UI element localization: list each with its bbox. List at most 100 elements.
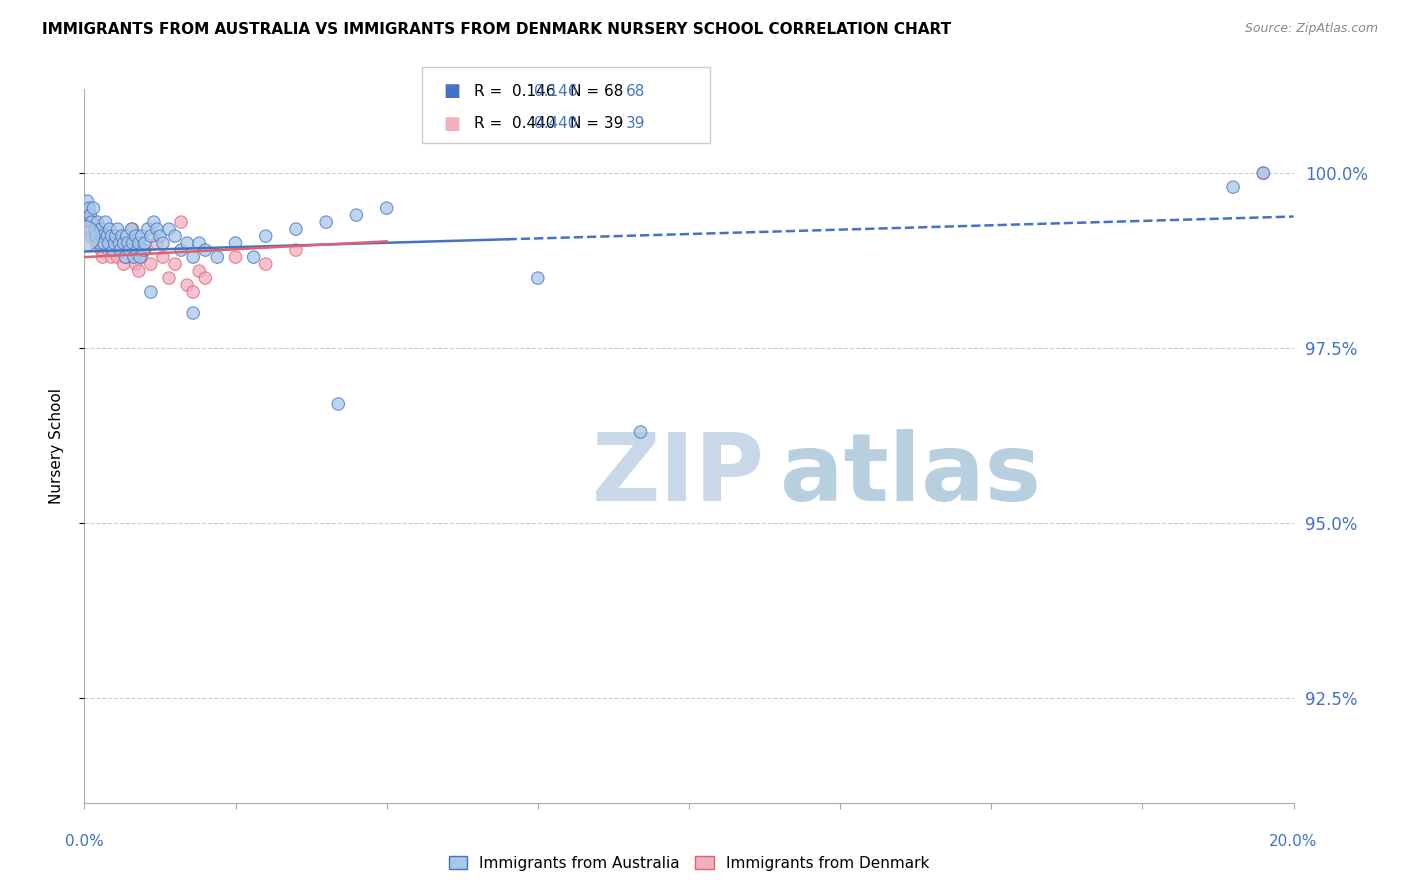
Point <box>1222 180 1244 194</box>
Point <box>94 236 117 251</box>
Point <box>225 250 247 264</box>
Point <box>134 236 156 251</box>
Point <box>146 236 169 251</box>
Legend: Immigrants from Australia, Immigrants from Denmark: Immigrants from Australia, Immigrants fr… <box>443 850 935 877</box>
Point <box>131 229 153 244</box>
Point <box>165 229 187 244</box>
Point <box>89 236 111 251</box>
Point <box>152 236 174 251</box>
Point <box>100 250 122 264</box>
Point <box>91 250 114 264</box>
Point <box>157 271 180 285</box>
Point <box>80 229 103 244</box>
Point <box>128 236 150 251</box>
Point <box>285 222 308 236</box>
Point <box>346 208 368 222</box>
Point <box>181 285 204 299</box>
Point <box>630 425 652 439</box>
Point <box>125 229 148 244</box>
Point <box>96 229 118 244</box>
Point <box>80 215 103 229</box>
Text: ■: ■ <box>443 82 460 101</box>
Point <box>79 222 101 236</box>
Text: 20.0%: 20.0% <box>1270 834 1317 849</box>
Point <box>104 229 127 244</box>
Point <box>176 278 198 293</box>
Point <box>134 243 156 257</box>
Point <box>157 222 180 236</box>
Point <box>97 236 120 251</box>
Point <box>86 215 108 229</box>
Point <box>112 236 135 251</box>
Point <box>139 285 162 299</box>
Text: 0.146: 0.146 <box>534 84 578 99</box>
Point <box>89 229 111 244</box>
Point <box>254 229 277 244</box>
Point <box>84 229 107 244</box>
Y-axis label: Nursery School: Nursery School <box>49 388 63 504</box>
Point <box>110 243 132 257</box>
Text: R =  0.146   N = 68: R = 0.146 N = 68 <box>474 84 623 99</box>
Point <box>328 397 350 411</box>
Point <box>165 257 187 271</box>
Point <box>118 243 141 257</box>
Point <box>152 250 174 264</box>
Point <box>98 222 121 236</box>
Point <box>139 229 162 244</box>
Point <box>107 250 129 264</box>
Point <box>188 264 211 278</box>
Point <box>1253 166 1275 180</box>
Point <box>121 222 143 236</box>
Point <box>375 201 398 215</box>
Text: 39: 39 <box>626 116 645 131</box>
Point <box>128 264 150 278</box>
Point <box>76 194 98 208</box>
Point <box>129 250 152 264</box>
Point <box>207 250 229 264</box>
Text: atlas: atlas <box>780 428 1040 521</box>
Point <box>315 215 337 229</box>
Point <box>90 222 112 236</box>
Point <box>110 236 132 251</box>
Point <box>117 236 139 251</box>
Point <box>86 222 108 236</box>
Point <box>107 222 129 236</box>
Point <box>121 236 143 251</box>
Point <box>136 222 159 236</box>
Point <box>142 215 165 229</box>
Text: R =  0.440   N = 39: R = 0.440 N = 39 <box>474 116 623 131</box>
Text: 0.0%: 0.0% <box>65 834 104 849</box>
Point <box>93 236 115 251</box>
Point <box>118 243 141 257</box>
Point <box>127 243 149 257</box>
Point <box>79 208 101 222</box>
Point <box>254 257 277 271</box>
Point <box>94 215 117 229</box>
Point <box>242 250 264 264</box>
Point <box>104 229 127 244</box>
Point <box>77 201 100 215</box>
Point <box>86 236 108 251</box>
Point <box>131 250 153 264</box>
Point <box>121 222 143 236</box>
Point <box>104 236 127 251</box>
Point <box>194 271 217 285</box>
Point <box>115 250 138 264</box>
Point <box>125 257 148 271</box>
Point <box>114 250 136 264</box>
Text: Source: ZipAtlas.com: Source: ZipAtlas.com <box>1244 22 1378 36</box>
Point <box>181 250 204 264</box>
Point <box>181 306 204 320</box>
Point <box>77 215 100 229</box>
Point <box>97 243 120 257</box>
Point <box>225 236 247 251</box>
Point <box>146 222 169 236</box>
Text: ■: ■ <box>443 114 460 133</box>
Point <box>139 257 162 271</box>
Point <box>82 201 104 215</box>
Point <box>73 229 96 244</box>
Point <box>84 222 107 236</box>
Point <box>170 215 193 229</box>
Point <box>285 243 308 257</box>
Point <box>122 250 145 264</box>
